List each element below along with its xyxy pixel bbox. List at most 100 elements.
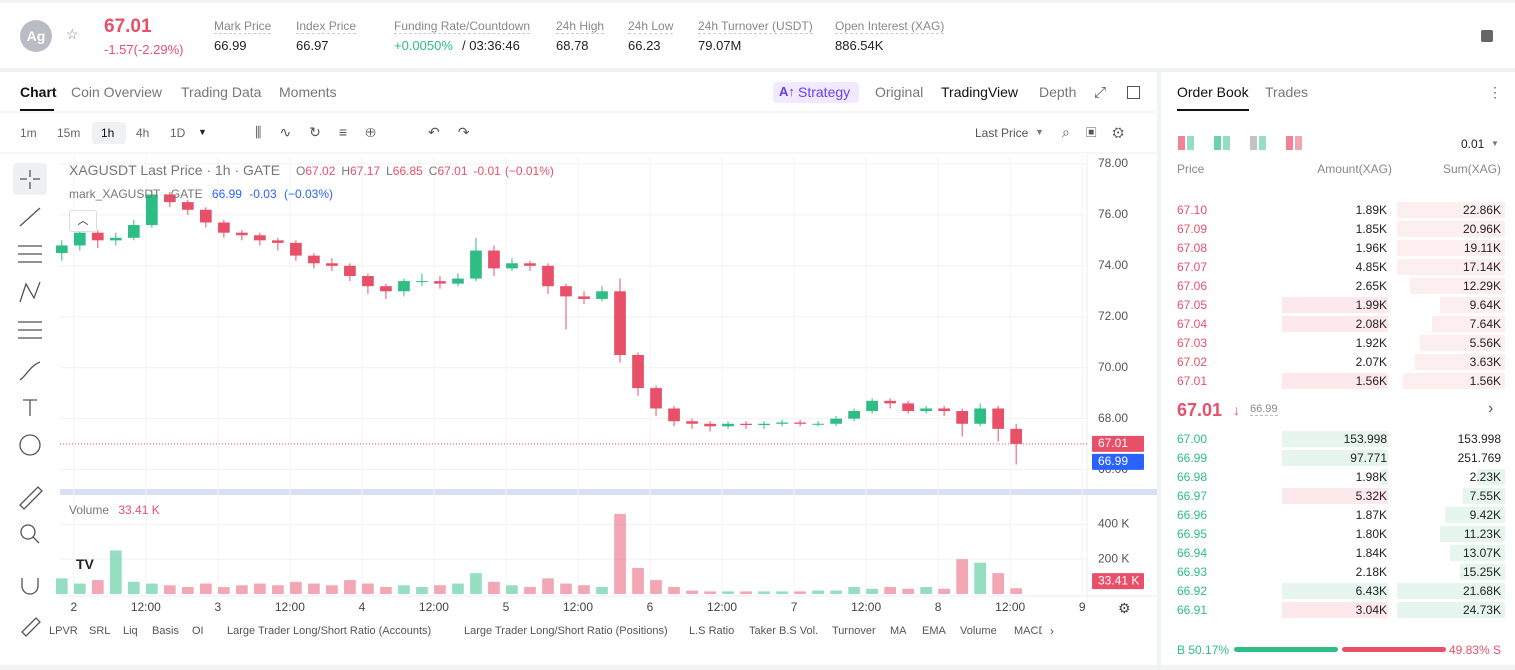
- indicator[interactable]: MACD: [1014, 625, 1042, 637]
- scroll-arrow[interactable]: ›: [1050, 624, 1054, 638]
- ob-sum[interactable]: 7.64K: [1469, 317, 1501, 331]
- ob-price[interactable]: 67.01: [1177, 374, 1208, 388]
- ob-sum[interactable]: 153.998: [1457, 432, 1501, 446]
- indicator[interactable]: OI: [192, 625, 204, 637]
- ob-sum[interactable]: 9.64K: [1469, 298, 1501, 312]
- ob-sum[interactable]: 5.56K: [1469, 336, 1501, 350]
- view-mode[interactable]: [1250, 136, 1257, 150]
- indicator[interactable]: Turnover: [832, 625, 876, 637]
- view-mode[interactable]: [1295, 136, 1302, 150]
- ob-price[interactable]: 66.92: [1177, 584, 1208, 598]
- ob-amount[interactable]: 1.92K: [1355, 336, 1387, 350]
- ob-price[interactable]: 67.08: [1177, 241, 1208, 255]
- ob-amount[interactable]: 1.84K: [1355, 546, 1387, 560]
- indicator[interactable]: Volume: [960, 625, 997, 637]
- ob-price[interactable]: 67.03: [1177, 336, 1208, 350]
- dropdown-caret[interactable]: ▼: [1491, 139, 1499, 148]
- chevron[interactable]: ›: [1488, 400, 1494, 417]
- indicator[interactable]: SRL: [89, 625, 111, 637]
- ob-amount[interactable]: 2.18K: [1355, 565, 1387, 579]
- dropdown-caret[interactable]: ▼: [198, 127, 207, 137]
- ob-price[interactable]: 67.04: [1177, 317, 1208, 331]
- ob-amount[interactable]: 2.07K: [1355, 355, 1387, 369]
- ob-sum[interactable]: 12.29K: [1462, 279, 1501, 293]
- ob-price[interactable]: 66.96: [1177, 508, 1208, 522]
- ob-sum[interactable]: 22.86K: [1462, 203, 1501, 217]
- tab[interactable]: Chart: [20, 84, 57, 100]
- ob-price[interactable]: 66.93: [1177, 565, 1208, 579]
- view-mode[interactable]: [1178, 136, 1185, 150]
- interval[interactable]: 1D: [170, 126, 186, 140]
- fullscreen-icon[interactable]: ⤢: [1094, 84, 1107, 101]
- ob-amount[interactable]: 6.43K: [1355, 584, 1387, 598]
- ob-sum[interactable]: 11.23K: [1463, 527, 1501, 541]
- ob-sum[interactable]: 2.23K: [1469, 470, 1501, 484]
- indicator[interactable]: L.S Ratio: [689, 625, 735, 637]
- ob-amount[interactable]: 153.998: [1343, 432, 1387, 446]
- ob-price[interactable]: 67.00: [1177, 432, 1208, 446]
- indicator[interactable]: Liq: [123, 625, 138, 637]
- ob-amount[interactable]: 2.08K: [1355, 317, 1387, 331]
- precision[interactable]: 0.01: [1461, 137, 1485, 151]
- ob-sum[interactable]: 15.25K: [1462, 565, 1501, 579]
- toolbar-icons[interactable]: ⫼∿↻≡⊕: [255, 124, 394, 140]
- ob-amount[interactable]: 1.98K: [1355, 470, 1387, 484]
- ob-amount[interactable]: 97.771: [1350, 451, 1387, 465]
- settings-icon[interactable]: ⚙: [1118, 600, 1131, 616]
- interval[interactable]: 15m: [57, 126, 81, 140]
- chart-tools[interactable]: ⌕▣⚙: [1062, 124, 1140, 140]
- ob-price[interactable]: 67.05: [1177, 298, 1208, 312]
- favorite-star[interactable]: ☆: [66, 26, 79, 42]
- ob-sum[interactable]: 1.56K: [1469, 374, 1501, 388]
- ob-tab[interactable]: Trades: [1265, 84, 1309, 100]
- view-mode[interactable]: [1214, 136, 1221, 150]
- ob-sum[interactable]: 17.14K: [1462, 260, 1501, 274]
- ob-tab[interactable]: Order Book: [1177, 84, 1249, 100]
- ob-amount[interactable]: 1.85K: [1355, 222, 1387, 236]
- ob-price[interactable]: 67.02: [1177, 355, 1208, 369]
- ob-sum[interactable]: 21.68K: [1462, 584, 1501, 598]
- ob-sum[interactable]: 9.42K: [1469, 508, 1501, 522]
- ob-amount[interactable]: 1.56K: [1355, 374, 1387, 388]
- indicator[interactable]: EMA: [922, 625, 946, 637]
- view-tab[interactable]: TradingView: [941, 84, 1019, 100]
- interval[interactable]: 4h: [136, 126, 150, 140]
- ob-price[interactable]: 66.97: [1177, 489, 1208, 503]
- view-mode[interactable]: [1187, 136, 1194, 150]
- ob-amount[interactable]: 3.04K: [1355, 603, 1387, 617]
- ob-price[interactable]: 66.99: [1177, 451, 1208, 465]
- tab[interactable]: Moments: [279, 84, 337, 100]
- view-mode[interactable]: [1286, 136, 1293, 150]
- ob-price[interactable]: 66.94: [1177, 546, 1208, 560]
- ob-amount[interactable]: 1.96K: [1355, 241, 1387, 255]
- ob-amount[interactable]: 1.99K: [1355, 298, 1387, 312]
- ob-price[interactable]: 66.95: [1177, 527, 1208, 541]
- ob-sum[interactable]: 251.769: [1457, 451, 1501, 465]
- layout-icon[interactable]: [1127, 86, 1140, 99]
- ob-amount[interactable]: 2.65K: [1355, 279, 1387, 293]
- ob-amount[interactable]: 5.32K: [1355, 489, 1387, 503]
- ob-price[interactable]: 67.06: [1177, 279, 1208, 293]
- indicator[interactable]: Basis: [152, 625, 179, 637]
- ob-amount[interactable]: 1.87K: [1355, 508, 1387, 522]
- view-mode[interactable]: [1259, 136, 1266, 150]
- interval[interactable]: 1h: [101, 126, 115, 140]
- indicator[interactable]: Large Trader Long/Short Ratio (Positions…: [464, 625, 668, 637]
- ob-price[interactable]: 67.10: [1177, 203, 1208, 217]
- interval[interactable]: 1m: [20, 126, 37, 140]
- dropdown-caret[interactable]: ▼: [1035, 127, 1044, 137]
- ob-sum[interactable]: 24.73K: [1462, 603, 1501, 617]
- ob-price[interactable]: 67.07: [1177, 260, 1208, 274]
- view-mode[interactable]: [1223, 136, 1230, 150]
- ob-sum[interactable]: 7.55K: [1469, 489, 1501, 503]
- menu-icon[interactable]: [1481, 30, 1493, 42]
- ob-amount[interactable]: 1.89K: [1355, 203, 1387, 217]
- ob-sum[interactable]: 20.96K: [1462, 222, 1501, 236]
- ob-sum[interactable]: 13.07K: [1462, 546, 1501, 560]
- indicator[interactable]: Taker B.S Vol.: [749, 625, 819, 637]
- more-icon[interactable]: ⋮: [1488, 84, 1502, 100]
- tab[interactable]: Coin Overview: [71, 84, 163, 100]
- ob-amount[interactable]: 1.80K: [1355, 527, 1387, 541]
- collapse-button[interactable]: ︿: [69, 210, 97, 232]
- ob-sum[interactable]: 19.11K: [1463, 241, 1501, 255]
